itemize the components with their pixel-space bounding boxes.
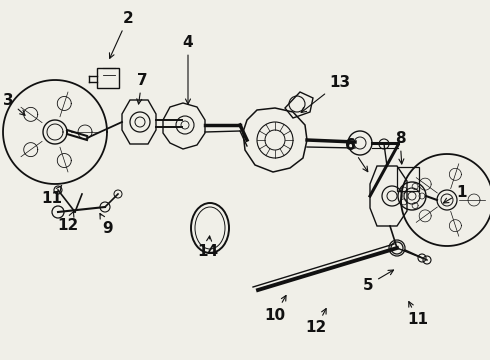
Text: 5: 5 [363, 270, 393, 292]
Text: 12: 12 [305, 309, 327, 336]
Text: 7: 7 [137, 72, 147, 104]
Text: 8: 8 [394, 131, 405, 164]
Text: 12: 12 [57, 212, 78, 233]
Text: 4: 4 [183, 35, 194, 104]
Text: 14: 14 [197, 236, 219, 260]
Text: 3: 3 [2, 93, 25, 115]
Text: 10: 10 [265, 296, 286, 323]
Text: 11: 11 [408, 302, 428, 328]
Text: 1: 1 [443, 185, 467, 203]
Text: 6: 6 [344, 138, 368, 172]
Text: 9: 9 [100, 213, 113, 235]
Text: 11: 11 [42, 185, 63, 206]
Text: 13: 13 [301, 75, 350, 113]
Text: 2: 2 [109, 10, 133, 58]
